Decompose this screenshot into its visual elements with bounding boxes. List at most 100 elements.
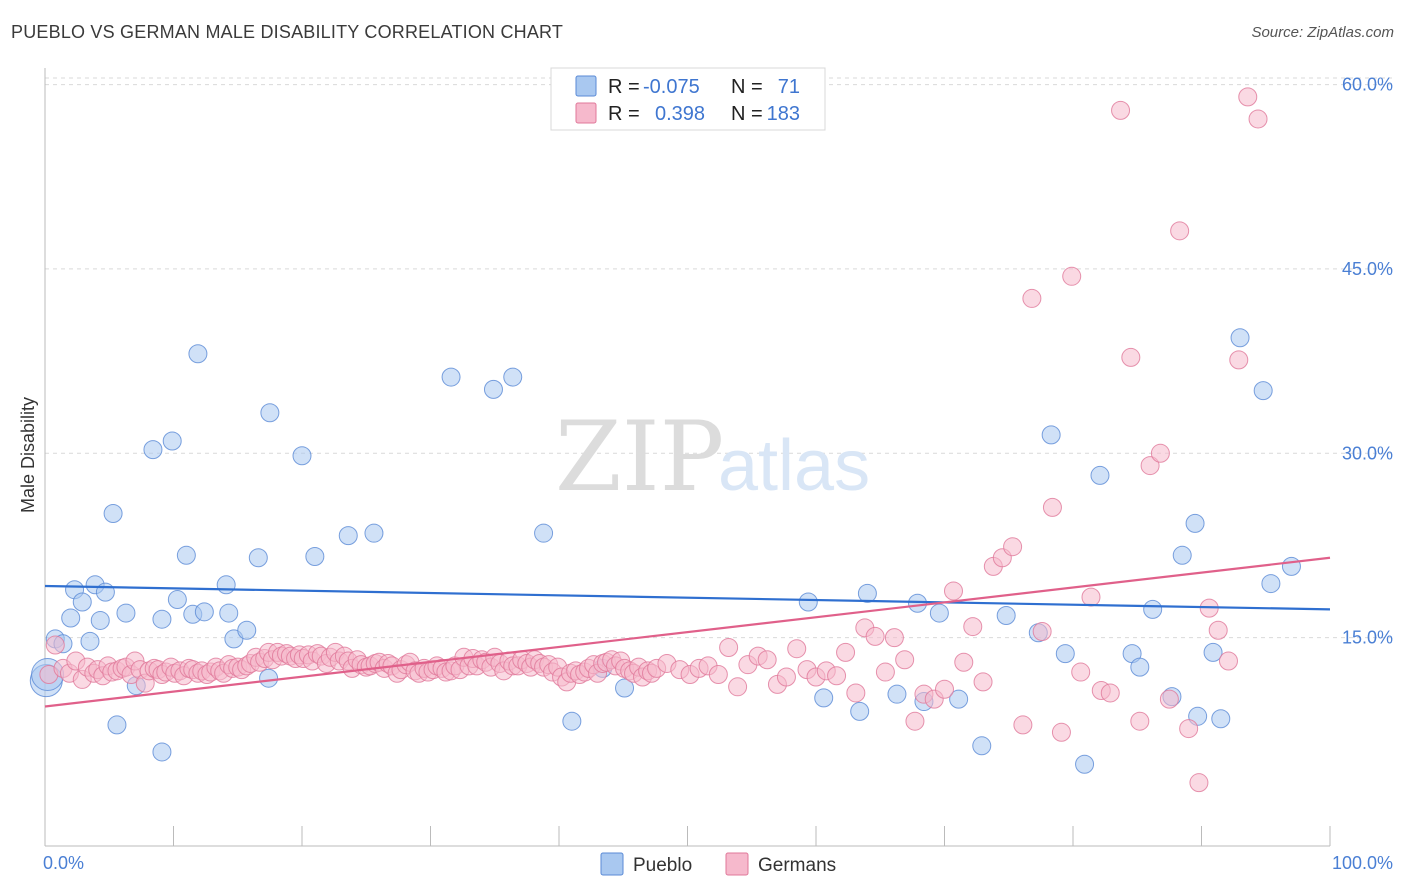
data-point — [176, 545, 196, 565]
data-point — [857, 583, 877, 603]
data-point — [905, 711, 925, 731]
legend-n-value-pueblo: 71 — [778, 76, 800, 98]
data-point — [72, 592, 92, 612]
watermark-atlas: atlas — [718, 426, 870, 506]
data-point — [827, 666, 847, 686]
data-point — [1090, 465, 1110, 485]
data-point — [1071, 662, 1091, 682]
data-point — [908, 593, 928, 613]
legend-r-label-germans: R = — [608, 103, 640, 125]
legend-r-label-pueblo: R = — [608, 76, 640, 98]
data-point — [850, 701, 870, 721]
data-point — [562, 711, 582, 731]
data-point — [1238, 87, 1258, 107]
data-point — [483, 379, 503, 399]
data-point — [884, 628, 904, 648]
data-point — [305, 547, 325, 567]
data-point — [194, 602, 214, 622]
data-point — [719, 637, 739, 657]
data-point — [1003, 537, 1023, 557]
data-point — [338, 526, 358, 546]
bottom-legend-swatch-germans — [725, 852, 749, 876]
data-point — [972, 736, 992, 756]
data-point — [814, 688, 834, 708]
data-point — [1130, 711, 1150, 731]
data-point — [1253, 381, 1273, 401]
data-point — [798, 592, 818, 612]
data-point — [865, 626, 885, 646]
watermark-zip: ZIP — [555, 401, 724, 513]
data-point — [107, 715, 127, 735]
legend-n-label-pueblo: N = — [731, 76, 763, 98]
y-tick-label: 60.0% — [1342, 75, 1393, 95]
data-point — [95, 582, 115, 602]
data-point — [708, 665, 728, 685]
y-tick-label: 30.0% — [1342, 443, 1393, 463]
chart-title: PUEBLO VS GERMAN MALE DISABILITY CORRELA… — [11, 22, 564, 42]
legend-n-value-germans: 183 — [767, 103, 800, 125]
data-point — [1130, 657, 1150, 677]
series-pueblo — [29, 328, 1301, 774]
x-tick-label: 100.0% — [1332, 853, 1393, 873]
data-point — [963, 617, 983, 637]
data-point — [1140, 456, 1160, 476]
data-point — [216, 575, 236, 595]
data-point — [1248, 109, 1268, 129]
data-point — [949, 689, 969, 709]
data-point — [1075, 754, 1095, 774]
data-point — [248, 548, 268, 568]
data-point — [1150, 443, 1170, 463]
data-point — [973, 672, 993, 692]
data-point — [1211, 709, 1231, 729]
data-point — [846, 683, 866, 703]
data-point — [80, 631, 100, 651]
data-point — [943, 581, 963, 601]
data-point — [103, 504, 123, 524]
data-point — [152, 742, 172, 762]
y-tick-label: 15.0% — [1342, 628, 1393, 648]
data-point — [219, 603, 239, 623]
data-point — [1261, 574, 1281, 594]
legend-swatch-pueblo — [575, 75, 597, 97]
data-point — [996, 606, 1016, 626]
data-point — [259, 668, 279, 688]
data-points — [29, 87, 1301, 793]
data-point — [237, 620, 257, 640]
data-point — [167, 590, 187, 610]
data-point — [1022, 288, 1042, 308]
data-point — [1229, 350, 1249, 370]
trend-lines — [44, 556, 1331, 708]
data-point — [895, 650, 915, 670]
data-point — [1159, 689, 1179, 709]
data-point — [935, 679, 954, 699]
data-point — [1121, 347, 1141, 367]
data-point — [188, 344, 208, 364]
data-point — [836, 642, 856, 662]
data-point — [1062, 266, 1082, 286]
data-point — [1170, 221, 1190, 241]
data-point — [787, 639, 807, 659]
data-point — [1281, 556, 1301, 576]
data-point — [441, 367, 461, 387]
data-point — [143, 440, 163, 460]
data-point — [1055, 644, 1075, 664]
bottom-legend: Pueblo Germans — [600, 852, 836, 876]
data-point — [1100, 683, 1120, 703]
data-point — [887, 684, 907, 704]
data-point — [1185, 513, 1205, 533]
legend-swatch-germans — [575, 102, 597, 124]
data-point — [61, 608, 81, 628]
trend-line-germans — [44, 556, 1331, 708]
watermark: ZIP atlas — [555, 401, 870, 513]
data-point — [1203, 642, 1223, 662]
legend-n-label-germans: N = — [731, 103, 763, 125]
data-point — [1111, 100, 1131, 120]
tick-labels: 15.0% 30.0% 45.0% 60.0% 0.0% 100.0% — [43, 75, 1393, 873]
data-point — [728, 677, 748, 697]
series-germans — [39, 87, 1268, 793]
legend-r-value-germans: 0.398 — [655, 103, 705, 125]
data-point — [260, 403, 280, 423]
data-point — [929, 603, 949, 623]
data-point — [292, 446, 312, 466]
